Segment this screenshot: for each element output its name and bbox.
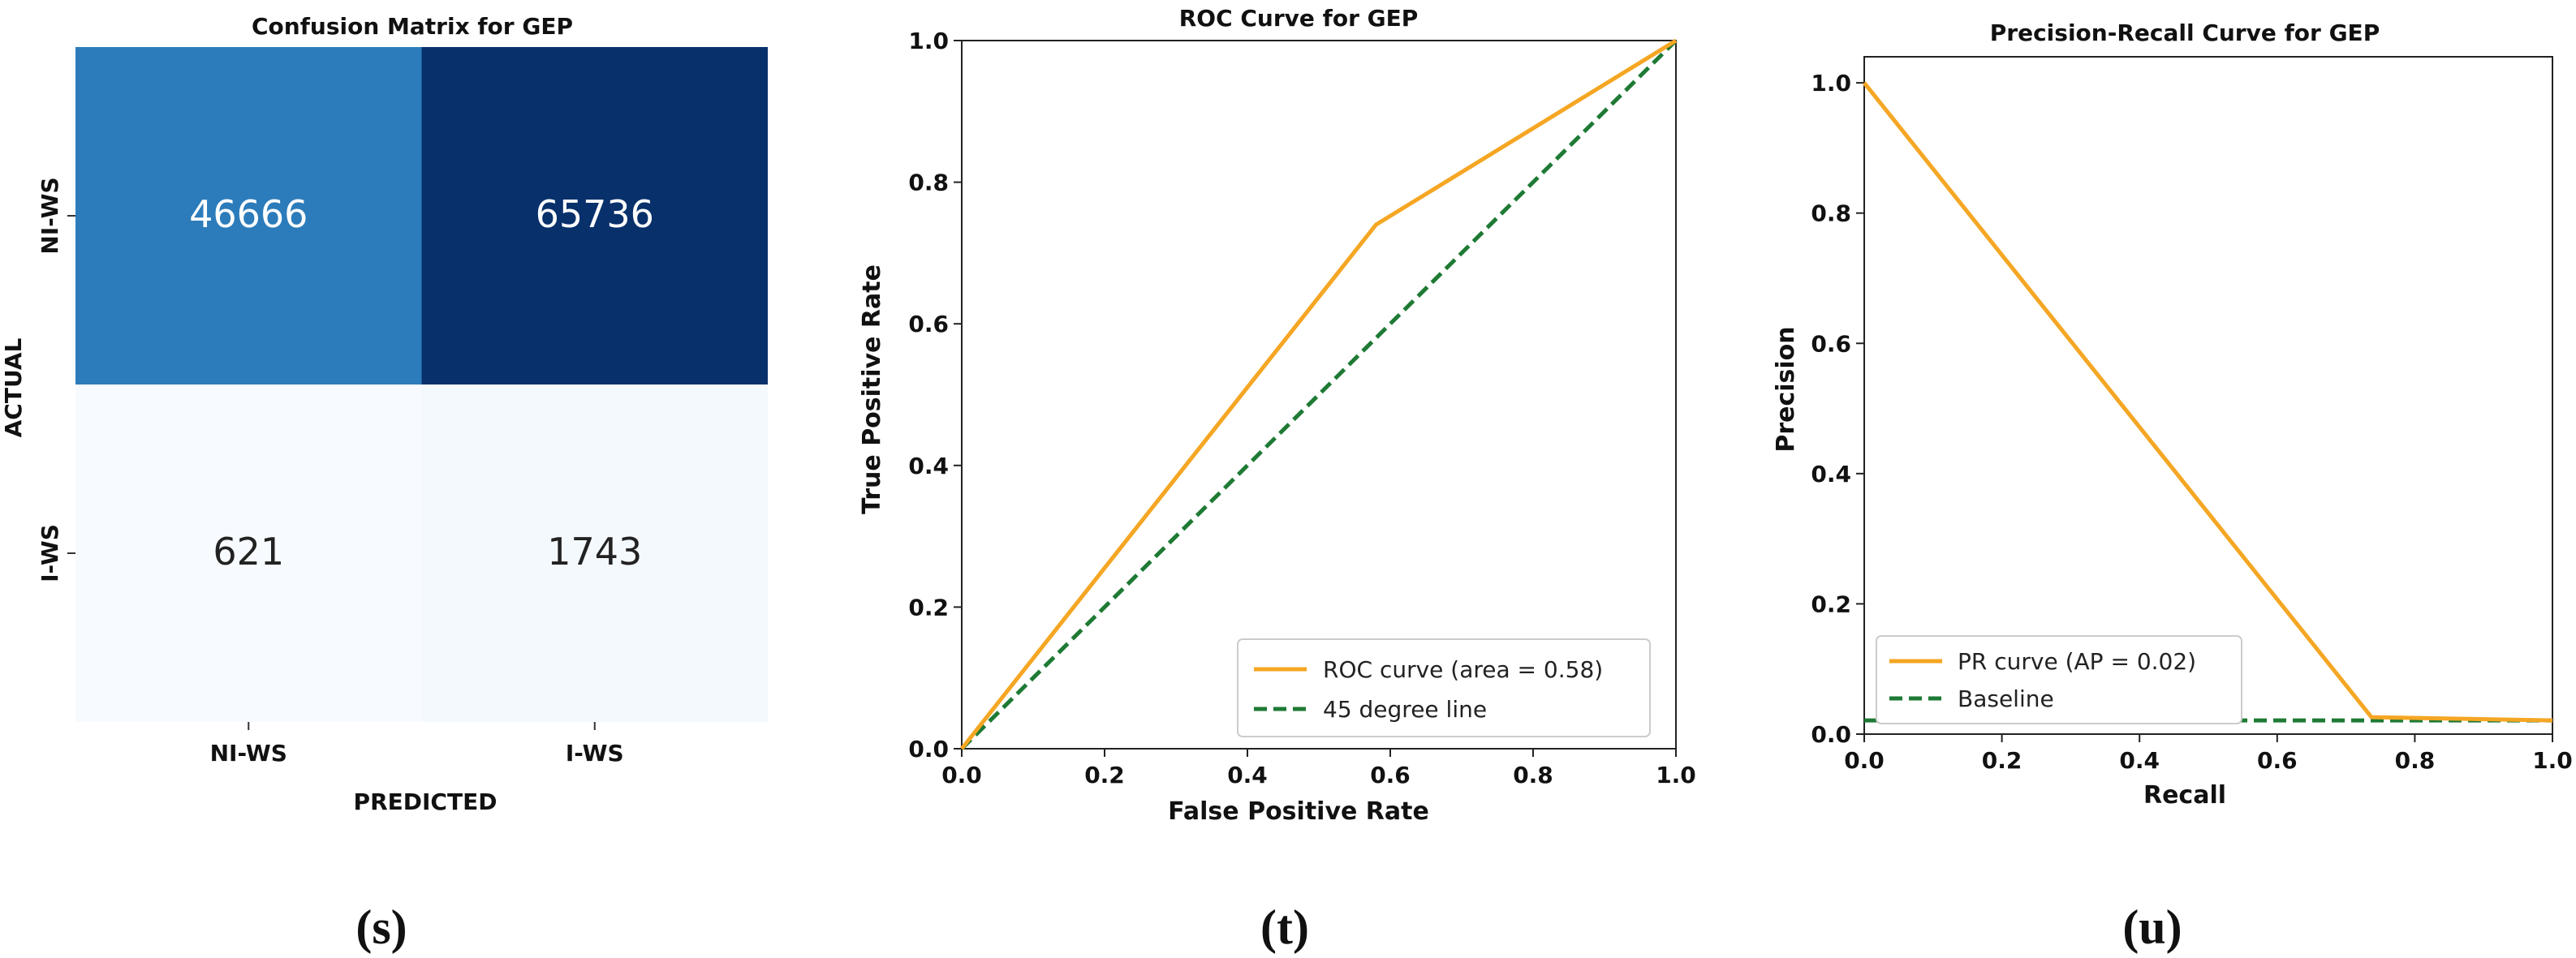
roc-ytick-label: 0.6 xyxy=(908,311,949,337)
pr-ytick-label: 0.8 xyxy=(1811,200,1851,227)
pr-series-0-line xyxy=(1863,81,2553,723)
roc-xtick-label: 0.8 xyxy=(1513,762,1553,788)
cm-cell xyxy=(421,384,768,722)
pr-legend-box xyxy=(1876,635,2242,724)
roc-legend-box xyxy=(1237,638,1651,737)
roc-xtick-label: 0.6 xyxy=(1370,762,1411,788)
pr-xtick-label: 0.0 xyxy=(1844,747,1885,774)
pr-legend-label-pr: PR curve (AP = 0.02) xyxy=(1958,648,2196,675)
cm-cell-value: 46666 xyxy=(189,192,308,236)
pr-ylabel: Precision xyxy=(1772,326,1800,452)
cm-cell xyxy=(421,47,768,384)
pr-xtick-label: 0.8 xyxy=(2395,747,2436,774)
roc-ytick-label: 0.8 xyxy=(908,170,949,196)
cm-cell-value: 65736 xyxy=(536,192,654,236)
panel-pr-curve: Precision-Recall Curve for GEP 0.0 0.2 0.4… xyxy=(1772,19,2573,954)
pr-legend-label-baseline: Baseline xyxy=(1958,685,2054,712)
pr-xtick-label: 0.4 xyxy=(2119,747,2160,774)
cm-xlabel: PREDICTED xyxy=(354,788,498,815)
roc-xtick-label: 0.4 xyxy=(1227,762,1268,788)
roc-legend: ROC curve (area = 0.58) 45 degree line xyxy=(1237,638,1651,737)
roc-ytick-label: 0.4 xyxy=(908,453,949,479)
roc-xtick-label: 0.2 xyxy=(1084,762,1125,788)
roc-xtick-label: 0.0 xyxy=(941,762,982,788)
pr-xlabel: Recall xyxy=(2143,781,2226,810)
pr-xtick-label: 1.0 xyxy=(2532,747,2573,774)
panel-roc-curve: ROC Curve for GEP 0.0 0.2 0.4 0.6 0.8 1.00.00… xyxy=(858,5,1696,954)
pr-title: Precision-Recall Curve for GEP xyxy=(1990,19,2380,46)
roc-ylabel: True Positive Rate xyxy=(858,264,886,514)
cm-ylabel: ACTUAL xyxy=(0,337,27,437)
cm-ytick-label: I-WS xyxy=(37,524,63,582)
roc-legend-label-diagonal: 45 degree line xyxy=(1323,696,1487,723)
roc-series-1-line xyxy=(960,39,1678,750)
cm-cell xyxy=(75,384,422,722)
cm-cell-value: 621 xyxy=(213,530,284,574)
pr-ytick-label: 1.0 xyxy=(1811,70,1851,97)
roc-caption: (t) xyxy=(1260,900,1309,954)
pr-xtick-label: 0.2 xyxy=(1982,747,2022,774)
pr-ytick-label: 0.6 xyxy=(1811,330,1851,357)
roc-legend-label-roc: ROC curve (area = 0.58) xyxy=(1323,656,1603,683)
pr-ytick-label: 0.2 xyxy=(1811,591,1851,617)
roc-ytick-label: 1.0 xyxy=(908,28,949,54)
pr-ytick-label: 0.0 xyxy=(1811,721,1851,748)
roc-ytick-label: 0.2 xyxy=(908,594,949,621)
pr-xtick-label: 0.6 xyxy=(2257,747,2298,774)
roc-plot-area: 0.0 0.2 0.4 0.6 0.8 1.0 0.0 0.2 0.4 0.6 0.8 1.0 xyxy=(908,28,1695,788)
cm-xtick-label: I-WS xyxy=(566,740,624,767)
cm-cell-value: 1743 xyxy=(547,530,642,574)
cm-cells: 46666 65736 621 1743 NI-WS I-WS NI-WS I-WS xyxy=(37,47,768,767)
cm-caption: (s) xyxy=(355,900,407,954)
roc-title: ROC Curve for GEP xyxy=(1179,5,1419,32)
pr-legend: PR curve (AP = 0.02) Baseline xyxy=(1876,635,2242,724)
roc-series-0-line xyxy=(960,38,1678,750)
cm-xtick-label: NI-WS xyxy=(210,740,287,767)
panel-confusion-matrix: Confusion Matrix for GEP 46666 65736 621 17… xyxy=(0,13,768,954)
cm-cell xyxy=(75,47,422,384)
pr-ytick-label: 0.4 xyxy=(1811,461,1851,488)
roc-ytick-label: 0.0 xyxy=(908,736,949,763)
roc-xtick-label: 1.0 xyxy=(1656,762,1696,788)
roc-axes-frame xyxy=(961,40,1677,750)
cm-ytick-label: NI-WS xyxy=(37,177,63,254)
roc-xlabel: False Positive Rate xyxy=(1168,797,1429,826)
cm-title: Confusion Matrix for GEP xyxy=(252,13,573,40)
pr-axes-frame xyxy=(1863,56,2553,735)
pr-caption: (u) xyxy=(2122,900,2182,954)
